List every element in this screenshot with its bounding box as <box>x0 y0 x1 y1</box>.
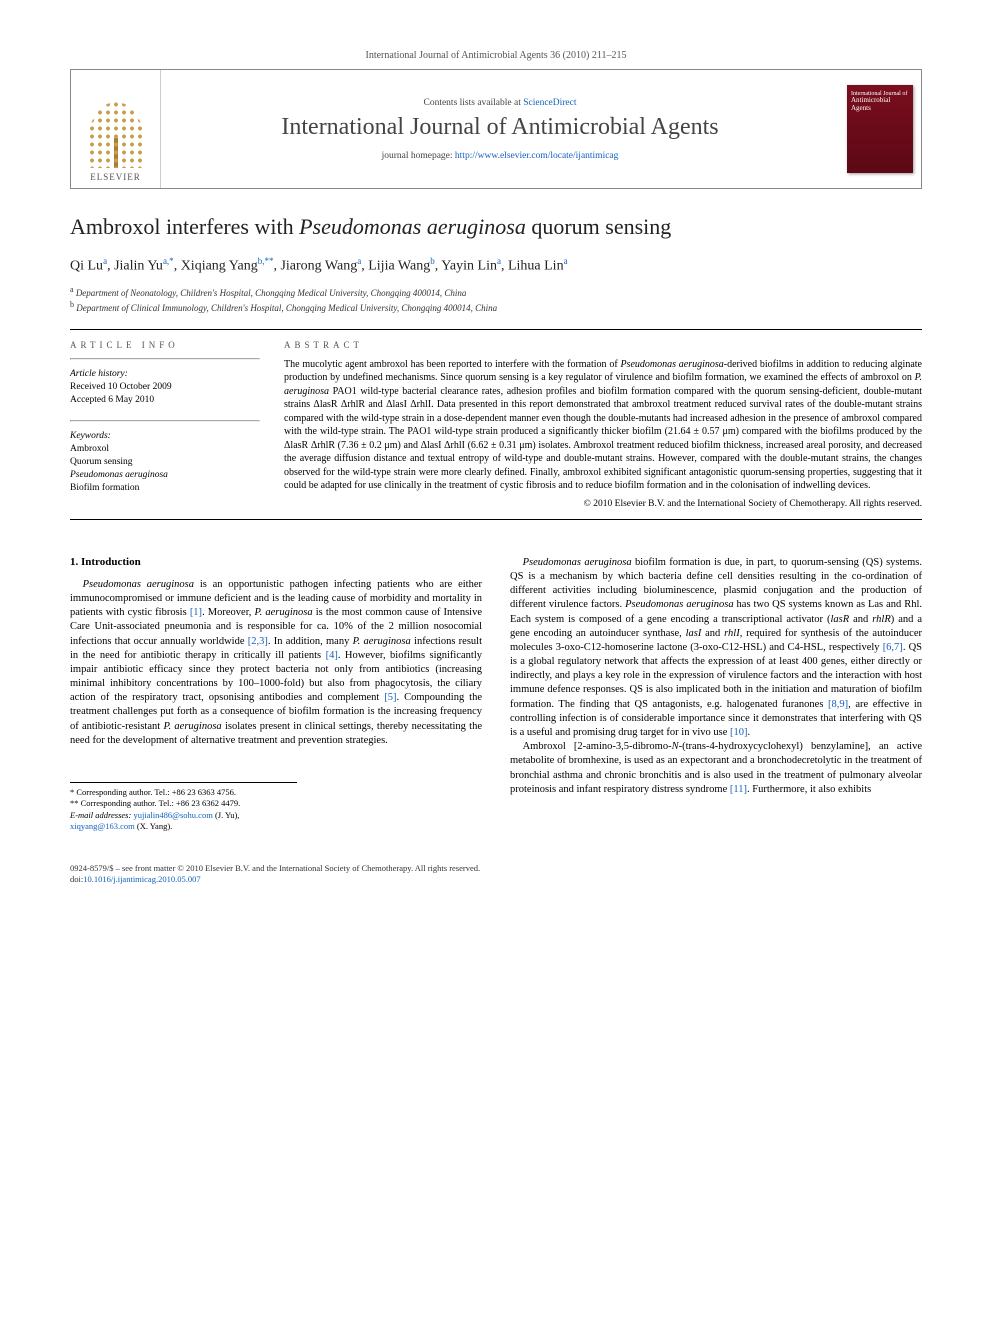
running-head: International Journal of Antimicrobial A… <box>70 50 922 61</box>
keywords-label: Keywords: <box>70 430 260 443</box>
article-title: Ambroxol interferes with Pseudomonas aer… <box>70 213 922 241</box>
title-species: Pseudomonas aeruginosa <box>299 214 526 239</box>
keywords-block: Keywords: AmbroxolQuorum sensingPseudomo… <box>70 430 260 494</box>
section-heading-intro: 1. Introduction <box>70 556 482 568</box>
email-line: E-mail addresses: yujialin486@sohu.com (… <box>70 810 297 833</box>
keyword-item: Ambroxol <box>70 443 260 456</box>
affiliations: a Department of Neonatology, Children's … <box>70 284 922 315</box>
email-link-1[interactable]: yujialin486@sohu.com <box>133 810 212 820</box>
body-columns: 1. Introduction Pseudomonas aeruginosa i… <box>70 556 922 833</box>
title-pre: Ambroxol interferes with <box>70 214 299 239</box>
sciencedirect-link[interactable]: ScienceDirect <box>523 98 576 108</box>
rule-top <box>70 329 922 330</box>
affiliation-line: b Department of Clinical Immunology, Chi… <box>70 299 922 315</box>
masthead: ELSEVIER Contents lists available at Sci… <box>70 69 922 189</box>
abstract-text: The mucolytic agent ambroxol has been re… <box>284 358 922 493</box>
rule-bottom <box>70 519 922 520</box>
journal-cover-thumb: International Journal of Antimicrobial A… <box>847 85 913 173</box>
corresponding-footnotes: * Corresponding author. Tel.: +86 23 636… <box>70 782 297 833</box>
page-footer: 0924-8579/$ – see front matter © 2010 El… <box>70 863 922 885</box>
corr-author-1: * Corresponding author. Tel.: +86 23 636… <box>70 787 297 798</box>
publisher-logo-cell: ELSEVIER <box>71 70 161 188</box>
footer-copyright: 0924-8579/$ – see front matter © 2010 El… <box>70 863 922 874</box>
contents-line: Contents lists available at ScienceDirec… <box>423 98 576 108</box>
history-label: Article history: <box>70 368 260 381</box>
homepage-prefix: journal homepage: <box>382 151 455 161</box>
publisher-label: ELSEVIER <box>90 172 141 182</box>
doi-label: doi: <box>70 874 83 884</box>
journal-name: International Journal of Antimicrobial A… <box>281 114 718 141</box>
email-who-2: (X. Yang). <box>137 821 172 831</box>
contents-prefix: Contents lists available at <box>423 98 523 108</box>
keyword-item: Pseudomonas aeruginosa <box>70 469 260 482</box>
corr-author-2: ** Corresponding author. Tel.: +86 23 63… <box>70 798 297 809</box>
affiliation-line: a Department of Neonatology, Children's … <box>70 284 922 300</box>
author-list: Qi Lua, Jialin Yua,*, Xiqiang Yangb,**, … <box>70 255 922 276</box>
abstract-heading: abstract <box>284 340 922 350</box>
cover-cell: International Journal of Antimicrobial A… <box>839 70 921 188</box>
info-divider-2 <box>70 420 260 422</box>
keyword-item: Biofilm formation <box>70 482 260 495</box>
email-link-2[interactable]: xiqyang@163.com <box>70 821 135 831</box>
body-column-left: 1. Introduction Pseudomonas aeruginosa i… <box>70 556 482 833</box>
article-info-heading: article info <box>70 340 260 350</box>
article-history: Article history: Received 10 October 200… <box>70 368 260 406</box>
body-para-1: Pseudomonas aeruginosa is an opportunist… <box>70 578 482 748</box>
masthead-center: Contents lists available at ScienceDirec… <box>161 70 839 188</box>
history-received: Received 10 October 2009 <box>70 381 260 394</box>
body-column-right: Pseudomonas aeruginosa biofilm formation… <box>510 556 922 833</box>
abstract-copyright: © 2010 Elsevier B.V. and the Internation… <box>284 499 922 509</box>
email-label: E-mail addresses: <box>70 810 131 820</box>
history-accepted: Accepted 6 May 2010 <box>70 394 260 407</box>
body-para-2: Pseudomonas aeruginosa biofilm formation… <box>510 556 922 740</box>
doi-link[interactable]: 10.1016/j.ijantimicag.2010.05.007 <box>83 874 200 884</box>
elsevier-tree-icon <box>88 102 144 168</box>
email-who-1: (J. Yu), <box>215 810 239 820</box>
title-post: quorum sensing <box>526 214 671 239</box>
homepage-line: journal homepage: http://www.elsevier.co… <box>382 151 619 161</box>
body-para-3: Ambroxol [2-amino-3,5-dibromo-N-(trans-4… <box>510 740 922 797</box>
page-container: International Journal of Antimicrobial A… <box>0 0 992 925</box>
abstract-column: abstract The mucolytic agent ambroxol ha… <box>284 340 922 509</box>
cover-main-text: Antimicrobial Agents <box>851 97 909 112</box>
info-divider-1 <box>70 358 260 360</box>
homepage-link[interactable]: http://www.elsevier.com/locate/ijantimic… <box>455 151 618 161</box>
keyword-item: Quorum sensing <box>70 456 260 469</box>
info-abstract-row: article info Article history: Received 1… <box>70 340 922 519</box>
article-info-column: article info Article history: Received 1… <box>70 340 260 509</box>
